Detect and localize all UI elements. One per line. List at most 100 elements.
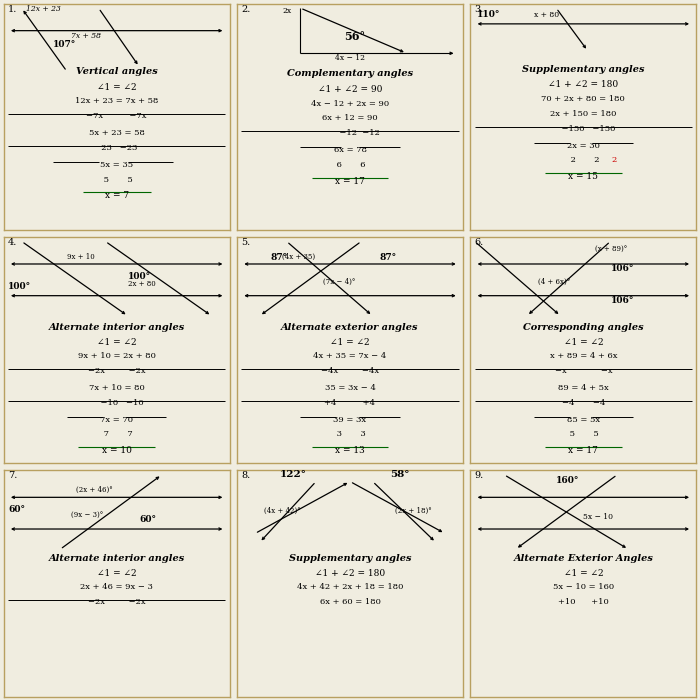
Text: 2       2: 2 2 [568,156,599,164]
Text: 23   −23: 23 −23 [96,144,137,152]
Text: 6x + 12 = 90: 6x + 12 = 90 [322,114,378,122]
Text: 7x + 10 = 80: 7x + 10 = 80 [89,384,144,392]
Text: (4 + 6x)°: (4 + 6x)° [538,277,570,286]
Text: 85 = 5x: 85 = 5x [567,416,600,423]
Text: 100°: 100° [128,272,151,281]
Text: 89 = 4 + 5x: 89 = 4 + 5x [558,384,609,392]
Text: 60°: 60° [8,505,25,514]
Text: −150   −150: −150 −150 [551,125,615,132]
Text: (2x + 46)°: (2x + 46)° [76,486,113,494]
Text: +4          +4: +4 +4 [325,399,375,407]
Text: 70 + 2x + 80 = 180: 70 + 2x + 80 = 180 [542,95,625,103]
Text: 3.: 3. [475,5,484,13]
Text: 7x = 70: 7x = 70 [100,416,133,423]
Text: Vertical angles: Vertical angles [76,67,158,76]
Text: 2x + 46 = 9x − 3: 2x + 46 = 9x − 3 [80,583,153,592]
Text: 9.: 9. [475,471,484,480]
Text: 6x = 78: 6x = 78 [333,146,367,154]
Text: −7x          −7x: −7x −7x [86,112,147,120]
Text: 87°: 87° [379,253,396,262]
Text: 2x + 80: 2x + 80 [128,280,155,288]
Text: 106°: 106° [610,264,634,273]
Text: 4x − 12: 4x − 12 [335,55,365,62]
Text: −2x         −2x: −2x −2x [88,367,146,375]
Text: Complementary angles: Complementary angles [287,69,413,78]
Text: 5x − 10 = 160: 5x − 10 = 160 [553,583,614,592]
Text: 12x + 23: 12x + 23 [26,5,61,13]
Text: 1.: 1. [8,5,18,13]
Text: Alternate interior angles: Alternate interior angles [48,323,185,332]
Text: x = 17: x = 17 [568,446,598,455]
Text: 110°: 110° [477,10,500,20]
Text: 6x + 60 = 180: 6x + 60 = 180 [320,598,380,606]
Text: +10      +10: +10 +10 [558,598,609,606]
Text: −x             −x: −x −x [554,367,612,375]
Text: x + 89 = 4 + 6x: x + 89 = 4 + 6x [550,352,617,361]
Text: Alternate interior angles: Alternate interior angles [48,554,185,563]
Text: 2: 2 [611,156,617,164]
Text: 2x = 30: 2x = 30 [567,141,600,150]
Text: Corresponding angles: Corresponding angles [523,323,643,332]
Text: Supplementary angles: Supplementary angles [288,554,412,563]
Text: 12x + 23 = 7x + 58: 12x + 23 = 7x + 58 [75,97,158,106]
Text: 5       5: 5 5 [101,176,132,183]
Text: ∠1 = ∠2: ∠1 = ∠2 [97,568,136,578]
Text: 35 = 3x − 4: 35 = 3x − 4 [325,384,375,392]
Text: 4.: 4. [8,238,18,247]
Text: −4x         −4x: −4x −4x [321,367,379,375]
Text: 5x − 10: 5x − 10 [583,513,613,521]
Text: 87°: 87° [271,253,288,262]
Text: 2x + 150 = 180: 2x + 150 = 180 [550,110,617,118]
Text: Alternate exterior angles: Alternate exterior angles [281,323,419,332]
Text: 107°: 107° [53,40,76,49]
Text: (7x − 4)°: (7x − 4)° [323,277,355,286]
Text: (9x − 3)°: (9x − 3)° [71,511,104,519]
Text: 7       7: 7 7 [101,430,132,438]
Text: 9x + 10 = 2x + 80: 9x + 10 = 2x + 80 [78,352,155,361]
Text: 100°: 100° [8,282,32,291]
Text: 122°: 122° [280,470,307,480]
Text: 7x + 58: 7x + 58 [71,32,101,40]
Text: 5       5: 5 5 [568,430,599,438]
Text: −4       −4: −4 −4 [561,399,605,407]
Text: 7.: 7. [8,471,18,480]
Text: (x + 89)°: (x + 89)° [594,245,627,253]
Text: x = 10: x = 10 [102,446,132,455]
Text: 2x: 2x [282,7,291,15]
Text: −12  −12: −12 −12 [321,129,379,137]
Text: 106°: 106° [610,295,634,304]
Text: 8.: 8. [241,471,251,480]
Text: ∠1 + ∠2 = 180: ∠1 + ∠2 = 180 [548,80,618,90]
Text: x + 80: x + 80 [533,11,559,20]
Text: (4x + 35): (4x + 35) [282,253,315,260]
Text: 60°: 60° [139,515,156,524]
Text: 4x − 12 + 2x = 90: 4x − 12 + 2x = 90 [311,99,389,108]
Text: 5x = 35: 5x = 35 [100,161,133,169]
Text: ∠1 = ∠2: ∠1 = ∠2 [330,337,370,346]
Text: 6       6: 6 6 [335,161,365,169]
Text: x = 17: x = 17 [335,176,365,186]
Text: Alternate Exterior Angles: Alternate Exterior Angles [513,554,653,563]
Text: (4x + 42)°: (4x + 42)° [264,506,300,514]
Text: −10   −10: −10 −10 [90,399,144,407]
Text: ∠1 = ∠2: ∠1 = ∠2 [564,568,603,578]
Text: 58°: 58° [390,470,410,480]
Text: 4x + 42 + 2x + 18 = 180: 4x + 42 + 2x + 18 = 180 [297,583,403,592]
Text: x = 13: x = 13 [335,446,365,455]
Text: 9x + 10: 9x + 10 [67,253,94,260]
Text: ∠1 = ∠2: ∠1 = ∠2 [564,337,603,346]
Text: ∠1 + ∠2 = 90: ∠1 + ∠2 = 90 [318,85,382,94]
Text: 4x + 35 = 7x − 4: 4x + 35 = 7x − 4 [314,352,386,361]
Text: ∠1 = ∠2: ∠1 = ∠2 [97,83,136,92]
Text: 39 = 3x: 39 = 3x [333,416,367,423]
Text: (2x + 18)°: (2x + 18)° [395,506,432,514]
Text: ∠1 + ∠2 = 180: ∠1 + ∠2 = 180 [315,568,385,578]
Text: 56°: 56° [344,31,365,42]
Text: x = 7: x = 7 [104,191,129,200]
Text: 3       3: 3 3 [334,430,366,438]
Text: 5.: 5. [241,238,251,247]
Text: x = 15: x = 15 [568,172,598,181]
Text: Supplementary angles: Supplementary angles [522,64,645,74]
Text: ∠1 = ∠2: ∠1 = ∠2 [97,337,136,346]
Text: 5x + 23 = 58: 5x + 23 = 58 [89,129,145,137]
